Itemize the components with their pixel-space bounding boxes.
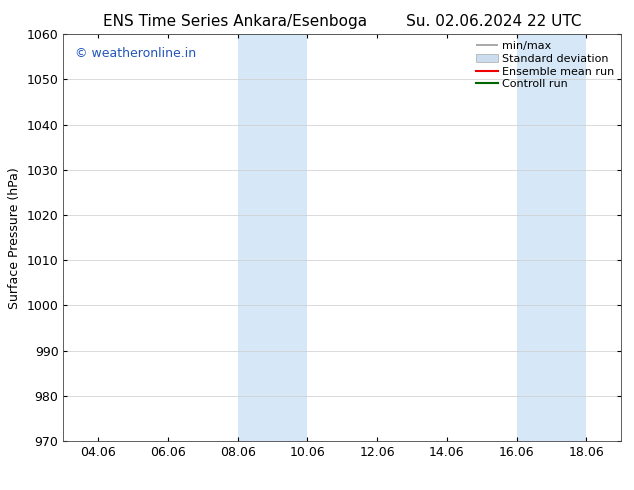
Y-axis label: Surface Pressure (hPa): Surface Pressure (hPa) (8, 167, 21, 309)
Bar (238, 34, 307, 441)
Title: ENS Time Series Ankara/Esenboga        Su. 02.06.2024 22 UTC: ENS Time Series Ankara/Esenboga Su. 02.0… (103, 14, 581, 29)
Text: © weatheronline.in: © weatheronline.in (75, 47, 196, 59)
Legend: min/max, Standard deviation, Ensemble mean run, Controll run: min/max, Standard deviation, Ensemble me… (472, 38, 618, 93)
Bar (517, 34, 586, 441)
